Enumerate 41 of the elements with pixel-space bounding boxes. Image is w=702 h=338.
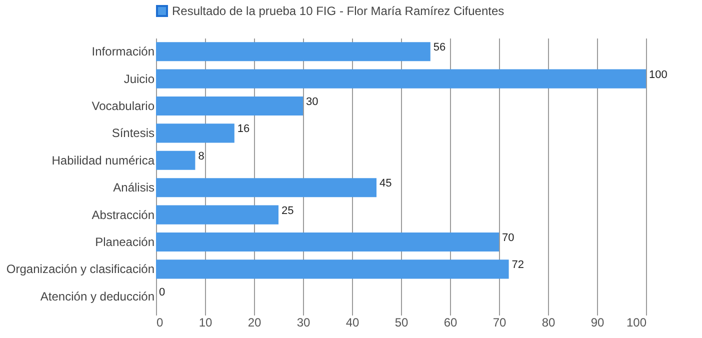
data-label: 56	[433, 42, 446, 54]
y-tick-label: Abstracción	[92, 208, 154, 222]
x-tick-label: 60	[444, 316, 458, 330]
y-tick-label: Habilidad numérica	[52, 153, 155, 168]
x-tick-label: 20	[248, 316, 262, 330]
legend-label: Resultado de la prueba 10 FIG - Flor María Ramírez Cifuentes	[172, 4, 504, 18]
data-label: 25	[282, 204, 294, 217]
y-tick-label: Planeación	[95, 235, 154, 249]
bar	[156, 69, 646, 88]
bar	[156, 178, 376, 198]
y-tick-label: Síntesis	[112, 126, 154, 140]
data-label: 8	[198, 150, 204, 162]
x-tick-label: 50	[394, 316, 408, 330]
bar	[156, 124, 234, 143]
y-tick-label: Atención y deducción	[40, 289, 154, 304]
x-tick-label: 10	[198, 316, 212, 330]
data-label: 0	[159, 286, 166, 298]
y-tick-label: Información	[92, 44, 154, 59]
x-tick-label: 100	[626, 316, 647, 330]
bar	[156, 260, 509, 279]
x-tick-label: 30	[296, 316, 310, 330]
data-label: 100	[649, 68, 668, 81]
data-label: 30	[306, 96, 318, 108]
bar	[156, 96, 303, 116]
x-tick-label: 40	[346, 316, 360, 330]
x-tick-label: 70	[492, 316, 506, 330]
y-tick-label: Análisis	[113, 180, 154, 195]
y-tick-label: Juicio	[124, 72, 155, 86]
x-tick-label: 0	[156, 316, 164, 330]
data-label: 70	[502, 232, 514, 244]
bar	[156, 205, 278, 224]
data-label: 45	[380, 178, 392, 190]
bar	[156, 232, 499, 252]
bar	[156, 42, 430, 62]
y-tick-label: Vocabulario	[92, 99, 155, 113]
x-tick-label: 90	[590, 316, 604, 330]
bar	[156, 150, 196, 170]
data-label: 16	[237, 123, 250, 136]
data-label: 72	[512, 259, 524, 272]
x-tick-label: 80	[542, 316, 556, 330]
y-tick-label: Organización y clasificación	[6, 262, 154, 276]
